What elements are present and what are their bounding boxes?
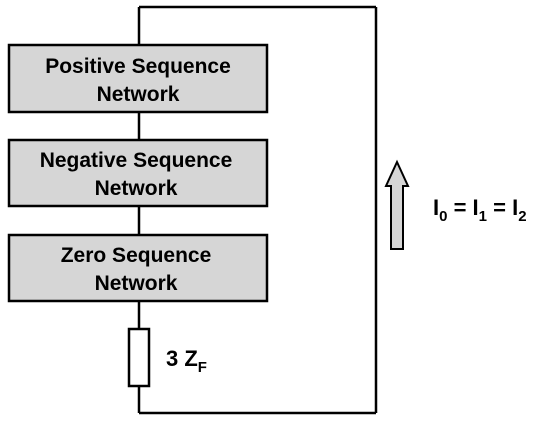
current-i0: I — [433, 195, 439, 220]
negative-sequence-network: Negative Sequence Network — [7, 138, 269, 208]
negative-sequence-box — [7, 138, 269, 208]
equals-sign-2: = — [487, 195, 512, 220]
current-i2: I — [512, 195, 518, 220]
positive-sequence-box — [7, 43, 269, 114]
positive-sequence-label-line2: Network — [97, 83, 180, 106]
current-arrow-up-icon — [384, 159, 410, 250]
equals-sign-1: = — [447, 195, 472, 220]
zero-sequence-network: Zero Sequence Network — [7, 233, 269, 303]
fault-impedance-resistor — [127, 327, 151, 388]
positive-sequence-network: Positive Sequence Network — [7, 43, 269, 114]
circuit-wires — [137, 5, 378, 415]
fault-impedance-coef: 3 Z — [166, 346, 198, 371]
current-i1: I — [473, 195, 479, 220]
zero-sequence-label-line1: Zero Sequence — [61, 244, 212, 267]
zero-sequence-label-line2: Network — [95, 272, 178, 295]
current-i2-subscript: 2 — [518, 208, 526, 225]
current-i1-subscript: 1 — [479, 208, 487, 225]
current-i0-subscript: 0 — [439, 208, 447, 225]
negative-sequence-label-line2: Network — [95, 177, 178, 200]
fault-impedance-label: 3 ZF — [166, 346, 207, 376]
current-equality: I0 = I1 = I2 — [433, 195, 527, 225]
zero-sequence-box — [7, 233, 269, 303]
fault-impedance-subscript: F — [198, 359, 207, 376]
negative-sequence-label-line1: Negative Sequence — [40, 149, 233, 172]
positive-sequence-label-line1: Positive Sequence — [45, 55, 231, 78]
